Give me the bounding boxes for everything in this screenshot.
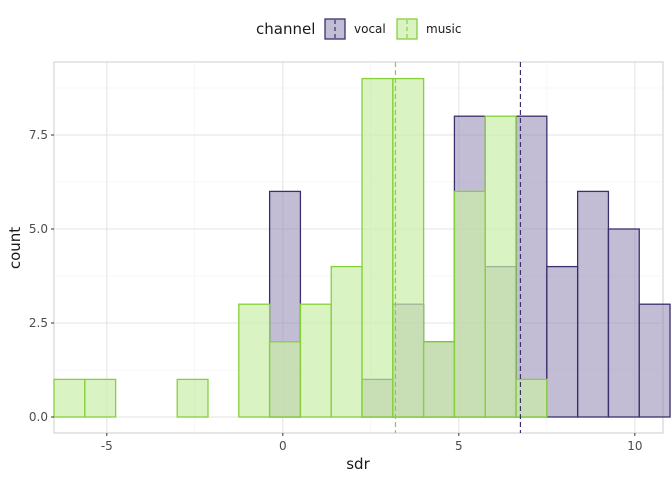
bar-music xyxy=(299,303,332,418)
bars xyxy=(53,77,671,418)
legend-title: channel xyxy=(256,20,315,38)
bar-music xyxy=(268,341,302,418)
bar-music xyxy=(484,115,517,418)
bar-music xyxy=(515,378,548,418)
y-axis-title: count xyxy=(6,227,24,269)
y-tick-label: 2.5 xyxy=(29,316,48,330)
bar-music xyxy=(453,190,486,418)
legend: channel vocal music xyxy=(256,18,461,40)
bar-music xyxy=(361,77,394,418)
y-tick-label: 0.0 xyxy=(29,410,48,424)
x-tick-label: -5 xyxy=(101,439,113,453)
bar-music xyxy=(330,265,363,418)
bar-music xyxy=(422,341,456,418)
bar-music xyxy=(53,378,86,418)
bar-music xyxy=(392,77,425,418)
x-axis-ticks: -5 0 5 10 xyxy=(101,433,642,453)
bar-music xyxy=(238,303,271,418)
mean-lines xyxy=(394,62,522,433)
x-tick-label: 10 xyxy=(627,439,642,453)
bar-music xyxy=(176,378,209,418)
bar-music xyxy=(84,378,117,418)
bar-vocal xyxy=(638,303,671,418)
y-tick-label: 7.5 xyxy=(29,128,48,142)
bar-vocal xyxy=(546,265,579,418)
x-tick-label: 0 xyxy=(279,439,287,453)
y-tick-label: 5.0 xyxy=(29,222,48,236)
x-axis-title: sdr xyxy=(346,455,370,473)
bar-vocal xyxy=(576,190,610,418)
y-axis-ticks: 0.0 2.5 5.0 7.5 xyxy=(29,128,54,424)
legend-label-music: music xyxy=(426,22,461,36)
legend-label-vocal: vocal xyxy=(354,22,386,36)
x-tick-label: 5 xyxy=(455,439,463,453)
bar-vocal xyxy=(607,228,640,418)
